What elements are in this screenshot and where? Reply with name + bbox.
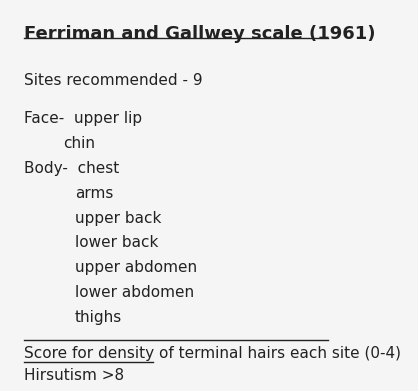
Text: lower back: lower back [75,235,158,250]
Text: Face-  upper lip: Face- upper lip [24,111,143,126]
Text: Sites recommended - 9: Sites recommended - 9 [24,73,203,88]
Text: chin: chin [63,136,95,151]
Text: arms: arms [75,186,113,201]
Text: upper abdomen: upper abdomen [75,260,197,275]
Text: Score for density of terminal hairs each site (0-4): Score for density of terminal hairs each… [24,346,401,361]
Text: Hirsutism >8: Hirsutism >8 [24,368,125,383]
Text: thighs: thighs [75,310,122,325]
Text: Body-  chest: Body- chest [24,161,120,176]
Text: upper back: upper back [75,210,161,226]
Text: lower abdomen: lower abdomen [75,285,194,300]
Text: Ferriman and Gallwey scale (1961): Ferriman and Gallwey scale (1961) [24,25,376,43]
